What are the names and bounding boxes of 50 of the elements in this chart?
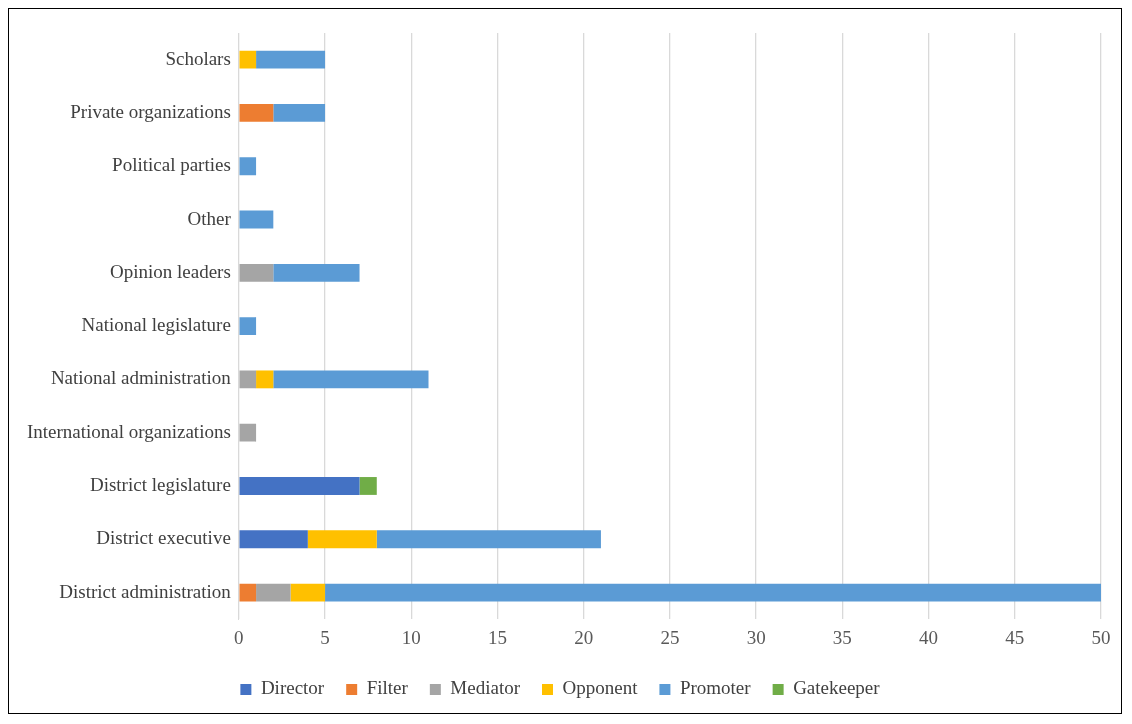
x-tick-label: 35 [832, 626, 852, 648]
legend-label: Promoter [679, 677, 752, 699]
bar [239, 477, 360, 495]
bar [307, 530, 377, 549]
y-tick-label: Other [187, 207, 232, 229]
bar [239, 157, 257, 176]
x-tick-label: 15 [487, 626, 507, 648]
bar [273, 263, 360, 282]
x-tick-label: 40 [919, 626, 939, 648]
bar [239, 423, 257, 442]
y-tick-label: District executive [96, 527, 231, 549]
x-tick-label: 25 [660, 626, 680, 648]
legend-label: Filter [366, 677, 409, 699]
bar [273, 104, 326, 122]
bar [359, 477, 377, 495]
y-tick-label: International organizations [26, 420, 231, 442]
bar [239, 317, 257, 336]
y-tick-label: District legislature [89, 473, 231, 495]
bar [239, 50, 257, 69]
x-tick-label: 30 [746, 626, 766, 648]
bar [290, 583, 326, 602]
bar [239, 583, 257, 602]
x-tick-label: 45 [1005, 626, 1025, 648]
bar [256, 50, 326, 69]
y-tick-label: National administration [50, 367, 232, 389]
legend-label: Mediator [450, 677, 521, 699]
y-tick-label: National legislature [81, 314, 231, 336]
y-tick-label: Political parties [112, 154, 231, 176]
x-tick-label: 20 [574, 626, 594, 648]
bar [239, 263, 274, 282]
bar [325, 583, 1101, 602]
x-tick-label: 10 [401, 626, 421, 648]
bar [273, 370, 429, 389]
bar [256, 370, 274, 389]
legend-label: Gatekeeper [793, 677, 881, 699]
bar [239, 370, 257, 389]
legend-label: Opponent [562, 677, 639, 699]
bar [239, 104, 274, 122]
y-tick-label: Private organizations [70, 100, 231, 122]
bar [376, 530, 601, 549]
x-tick-label: 5 [320, 626, 330, 648]
y-tick-label: Scholars [165, 47, 231, 69]
bar [239, 210, 274, 229]
bar [239, 530, 308, 549]
bar [256, 583, 291, 602]
y-tick-label: District administration [59, 580, 232, 602]
x-tick-label: 50 [1091, 626, 1111, 648]
legend-label: Director [260, 677, 325, 699]
y-tick-label: Opinion leaders [110, 260, 231, 282]
x-tick-label: 0 [234, 626, 244, 648]
